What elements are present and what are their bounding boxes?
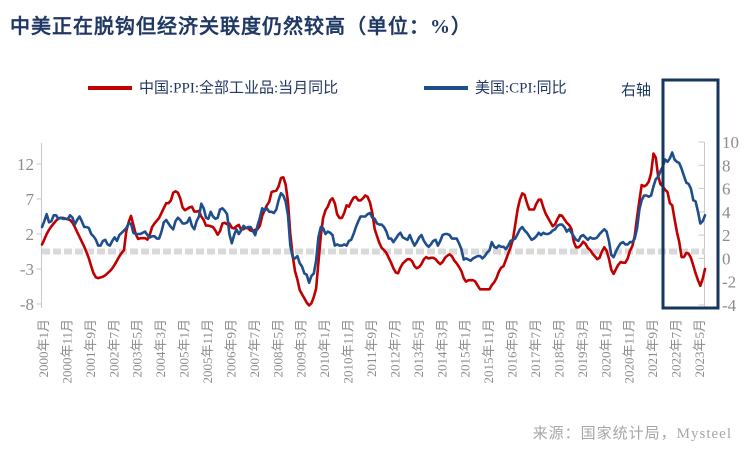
legend-label-us-cpi: 美国:CPI:同比 xyxy=(475,80,567,97)
x-tick-label: 2005年11月 xyxy=(200,319,215,384)
x-tick-label: 2001年9月 xyxy=(83,319,98,378)
x-tick-label: 2018年5月 xyxy=(551,319,566,378)
x-tick-label: 2020年1月 xyxy=(598,319,613,378)
right-axis-tick-label: 8 xyxy=(722,156,731,175)
x-tick-label: 2003年5月 xyxy=(130,319,145,378)
right-axis-tick-label: 10 xyxy=(722,133,739,152)
series-line-china-ppi xyxy=(40,152,707,307)
x-tick-label: 2020年11月 xyxy=(622,319,637,384)
right-axis-note: 右轴 xyxy=(621,83,652,99)
left-axis-tick-label: 2 xyxy=(26,225,35,244)
source-note: 来源：国家统计局，Mysteel xyxy=(532,426,732,442)
right-axis-tick-label: 0 xyxy=(722,249,731,268)
x-tick-label: 2010年1月 xyxy=(317,319,332,378)
x-tick-label: 2010年11月 xyxy=(341,319,356,384)
x-tick-label: 2000年11月 xyxy=(59,319,74,384)
x-tick-label: 2022年7月 xyxy=(669,319,684,378)
right-axis-tick-label: 4 xyxy=(722,203,731,222)
left-axis-tick-label: 7 xyxy=(26,190,35,209)
right-axis-tick-label: 6 xyxy=(722,180,731,199)
x-tick-label: 2000年1月 xyxy=(36,319,51,378)
left-axis-tick-label: -3 xyxy=(20,260,34,279)
right-axis-tick-label: -2 xyxy=(722,273,736,292)
x-tick-label: 2004年3月 xyxy=(153,319,168,378)
x-tick-label: 2007年7月 xyxy=(247,319,262,378)
x-tick-label: 2014年3月 xyxy=(434,319,449,378)
right-axis-tick-label: 2 xyxy=(722,226,731,245)
legend-item-china-ppi: 中国:PPI:全部工业品:当月同比 xyxy=(88,80,338,98)
series-line-us-cpi xyxy=(40,151,707,285)
x-tick-label: 2011年9月 xyxy=(364,319,379,377)
legend-swatch-us-cpi xyxy=(424,86,468,91)
right-axis-tick-label: -4 xyxy=(722,296,737,315)
legend-swatch-china-ppi xyxy=(88,86,132,91)
x-tick-label: 2012年7月 xyxy=(387,319,402,378)
x-tick-label: 2009年3月 xyxy=(294,319,309,378)
x-tick-label: 2016年9月 xyxy=(505,319,520,378)
left-axis-tick-label: 12 xyxy=(17,155,34,174)
legend-item-us-cpi: 美国:CPI:同比 xyxy=(424,80,567,98)
x-tick-label: 2013年5月 xyxy=(411,319,426,378)
chart-title: 中美正在脱钩但经济关联度仍然较高（单位：%） xyxy=(10,16,472,38)
x-tick-label: 2015年1月 xyxy=(458,319,473,378)
x-tick-label: 2019年3月 xyxy=(575,319,590,378)
x-tick-label: 2015年11月 xyxy=(481,319,496,384)
left-axis-tick-label: -8 xyxy=(20,295,34,314)
x-tick-label: 2017年7月 xyxy=(528,319,543,378)
x-tick-label: 2002年7月 xyxy=(106,319,121,378)
x-tick-label: 2008年5月 xyxy=(270,319,285,378)
x-tick-label: 2021年9月 xyxy=(645,319,660,378)
right-axis-highlight-box xyxy=(661,78,720,310)
legend-label-china-ppi: 中国:PPI:全部工业品:当月同比 xyxy=(139,80,339,97)
x-tick-label: 2006年9月 xyxy=(223,319,238,378)
x-tick-label: 2023年5月 xyxy=(692,319,707,378)
x-tick-label: 2005年1月 xyxy=(177,319,192,378)
